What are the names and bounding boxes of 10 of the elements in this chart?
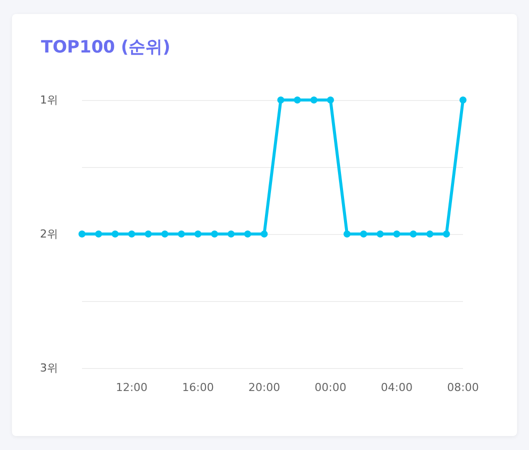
x-tick-label: 04:00 — [380, 381, 413, 394]
y-tick-label: 1위 — [40, 94, 58, 106]
chart-title: TOP100 (순위) — [41, 38, 170, 58]
y-tick-label: 3위 — [40, 362, 58, 374]
x-tick-label: 12:00 — [116, 381, 148, 394]
x-tick-label: 16:00 — [182, 381, 214, 394]
x-tick-label: 00:00 — [314, 381, 346, 394]
x-tick-label: 20:00 — [248, 381, 280, 394]
x-tick-label: 08:00 — [447, 381, 479, 394]
y-tick-label: 2위 — [40, 228, 58, 240]
